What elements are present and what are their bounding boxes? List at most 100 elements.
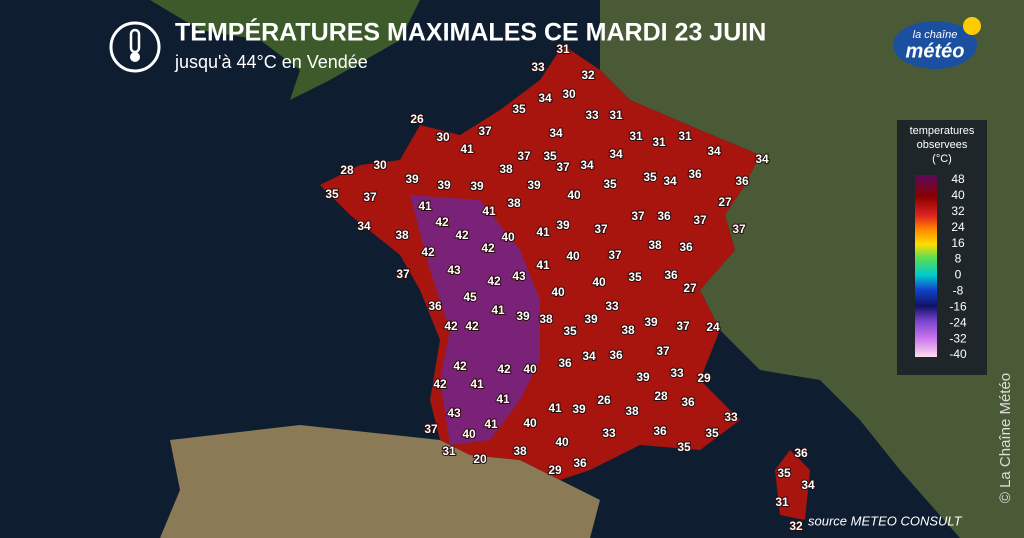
subtitle: jusqu'à 44°C en Vendée — [174, 52, 368, 72]
temperature-label: 36 — [609, 348, 623, 362]
temperature-label: 42 — [497, 362, 511, 376]
temperature-label: 33 — [531, 60, 545, 74]
temperature-label: 36 — [735, 174, 749, 188]
temperature-label: 32 — [789, 519, 803, 533]
temperature-label: 30 — [562, 87, 576, 101]
thermometer-icon — [109, 21, 161, 73]
temperature-label: 31 — [556, 42, 570, 56]
temperature-label: 35 — [677, 440, 691, 454]
temperature-label: 33 — [724, 410, 738, 424]
temperature-label: 40 — [555, 435, 569, 449]
temperature-label: 42 — [487, 274, 501, 288]
temperature-label: 45 — [463, 290, 477, 304]
temperature-label: 31 — [652, 135, 666, 149]
temperature-label: 33 — [605, 299, 619, 313]
thermometer-icon — [130, 52, 140, 62]
legend-tick: 48 — [951, 172, 965, 186]
temperature-label: 41 — [482, 204, 496, 218]
legend-tick: -24 — [949, 315, 967, 329]
temperature-label: 30 — [373, 158, 387, 172]
temperature-label: 34 — [549, 126, 563, 140]
legend-tick: 8 — [955, 252, 962, 266]
temperature-label: 39 — [516, 309, 530, 323]
temperature-label: 28 — [340, 163, 354, 177]
legend-title: (°C) — [932, 153, 952, 165]
legend-scale — [915, 175, 937, 357]
temperature-label: 40 — [567, 188, 581, 202]
temperature-label: 30 — [436, 130, 450, 144]
temperature-label: 40 — [523, 416, 537, 430]
legend-tick: 32 — [951, 204, 965, 218]
temperature-label: 34 — [538, 91, 552, 105]
uk-land — [150, 0, 420, 100]
temperature-label: 39 — [437, 178, 451, 192]
temperature-label: 37 — [363, 190, 377, 204]
legend-title: temperatures — [910, 125, 975, 137]
temperature-label: 42 — [435, 215, 449, 229]
temperature-label: 26 — [597, 393, 611, 407]
temperature-label: 42 — [481, 241, 495, 255]
title: TEMPÉRATURES MAXIMALES CE MARDI 23 JUIN — [175, 18, 766, 47]
temperature-label: 27 — [718, 195, 732, 209]
temperature-label: 34 — [801, 478, 815, 492]
temperature-label: 39 — [527, 178, 541, 192]
temperature-label: 29 — [548, 463, 562, 477]
temperature-label: 42 — [433, 377, 447, 391]
temperature-label: 37 — [631, 209, 645, 223]
temperature-label: 36 — [679, 240, 693, 254]
temperature-label: 39 — [470, 179, 484, 193]
temperature-label: 33 — [585, 108, 599, 122]
temperature-label: 40 — [551, 285, 565, 299]
temperature-label: 37 — [556, 160, 570, 174]
temperature-label: 39 — [572, 402, 586, 416]
temperature-label: 27 — [683, 281, 697, 295]
temperature-label: 42 — [421, 245, 435, 259]
temperature-label: 38 — [499, 162, 513, 176]
hot-zone — [410, 195, 540, 445]
temperature-label: 39 — [584, 312, 598, 326]
temperature-label: 34 — [609, 147, 623, 161]
legend-tick: -32 — [949, 331, 967, 345]
spain-land — [160, 425, 600, 538]
temperature-label: 38 — [513, 444, 527, 458]
temperature-label: 37 — [732, 222, 746, 236]
logo — [893, 21, 977, 69]
legend-tick: 40 — [951, 188, 965, 202]
legend-tick: 24 — [951, 220, 965, 234]
temperature-label: 37 — [608, 248, 622, 262]
temperature-label: 36 — [681, 395, 695, 409]
corsica — [775, 450, 810, 520]
temperature-label: 35 — [325, 187, 339, 201]
temperature-label: 35 — [777, 466, 791, 480]
temperature-label: 43 — [512, 269, 526, 283]
temperature-label: 43 — [447, 263, 461, 277]
temperature-label: 31 — [775, 495, 789, 509]
legend-title: observees — [917, 139, 968, 151]
temperature-label: 41 — [548, 401, 562, 415]
temperature-label: 32 — [581, 68, 595, 82]
temperature-label: 41 — [496, 392, 510, 406]
temperature-label: 34 — [663, 174, 677, 188]
temperature-label: 35 — [705, 426, 719, 440]
france — [320, 45, 760, 480]
temperature-label: 26 — [410, 112, 424, 126]
temperature-label: 41 — [536, 258, 550, 272]
temperature-label: 36 — [653, 424, 667, 438]
temperature-label: 31 — [678, 129, 692, 143]
temperature-label: 38 — [625, 404, 639, 418]
watermark: © La Chaîne Météo — [997, 373, 1014, 503]
temperature-label: 40 — [566, 249, 580, 263]
temperature-label: 41 — [418, 199, 432, 213]
temperature-label: 38 — [507, 196, 521, 210]
temperature-label: 41 — [460, 142, 474, 156]
temperature-label: 35 — [603, 177, 617, 191]
legend-box — [897, 120, 987, 375]
temperature-label: 40 — [501, 230, 515, 244]
temperature-label: 35 — [543, 149, 557, 163]
legend-tick: -16 — [949, 299, 967, 313]
legend-tick: -8 — [953, 284, 964, 298]
source: source METEO CONSULT — [808, 513, 963, 528]
temperature-label: 36 — [794, 446, 808, 460]
temperature-label: 39 — [556, 218, 570, 232]
